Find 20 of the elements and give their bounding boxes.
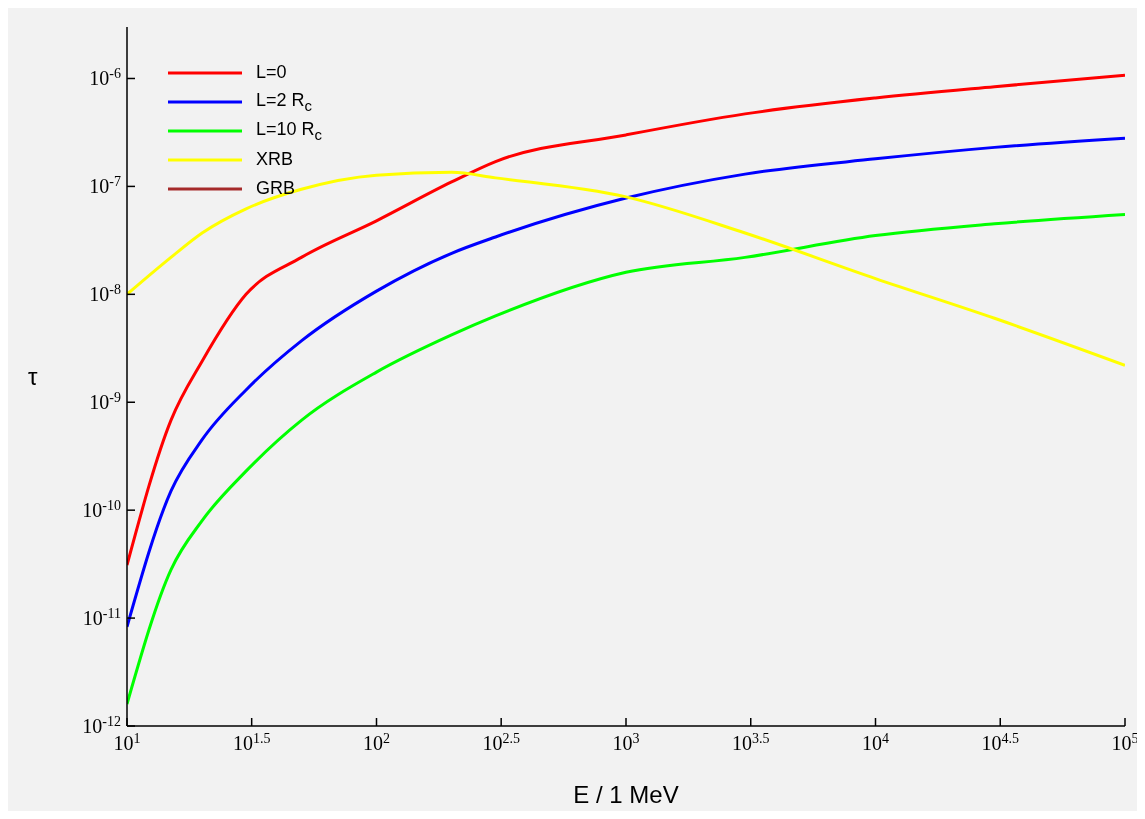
x-tick-label: 10$^{2.5}$ — [482, 730, 520, 754]
legend-label: L=0 — [256, 62, 287, 83]
y-tick-label: 10$^{-10}$ — [82, 497, 121, 522]
x-tick-label: 10$^{4.5}$ — [981, 730, 1019, 754]
x-tick-label: 10$^{4}$ — [862, 730, 889, 754]
legend-label: XRB — [256, 149, 294, 170]
legend-label: GRB — [256, 178, 296, 199]
y-tick-label: 10$^{-11}$ — [82, 605, 121, 630]
x-tick-label: 10$^{1.5}$ — [232, 730, 271, 754]
x-axis-title: E / 1 MeV — [573, 781, 679, 808]
x-tick-label: 10$^{2}$ — [363, 730, 390, 754]
y-tick-label: 10$^{-9}$ — [89, 389, 121, 414]
y-tick-label: 10$^{-8}$ — [89, 281, 121, 306]
legend-label: L=10 R$_{c}$ — [256, 118, 323, 143]
x-tick-label: 10$^{3.5}$ — [731, 730, 770, 754]
y-tick-label: 10$^{-6}$ — [89, 65, 121, 90]
x-tick-label: 10$^{3}$ — [612, 730, 640, 754]
y-tick-label: 10$^{-7}$ — [89, 173, 121, 198]
y-axis-title: τ — [28, 363, 38, 391]
legend-label: L=2 R$_{c}$ — [256, 89, 313, 114]
